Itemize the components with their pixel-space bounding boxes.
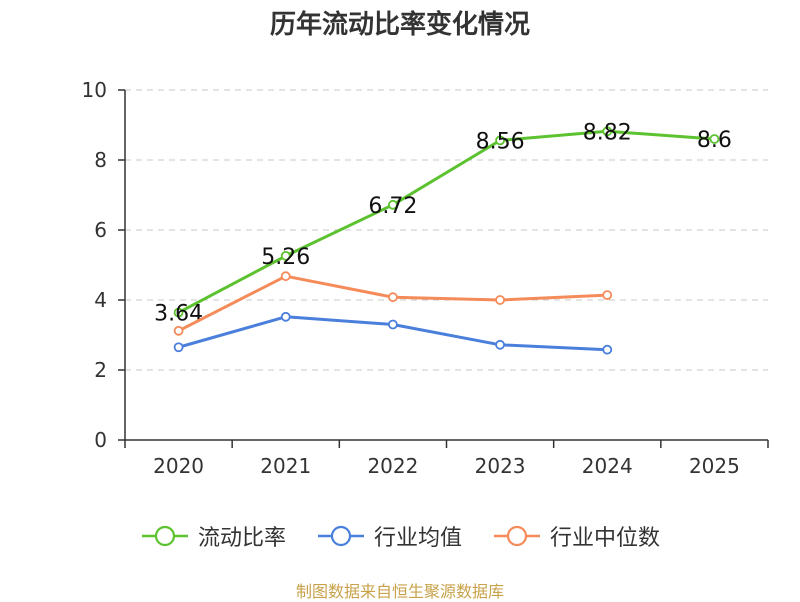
legend-item[interactable]: 流动比率 [140, 520, 286, 552]
data-point [173, 307, 184, 318]
data-point [602, 126, 613, 137]
data-point [173, 342, 184, 353]
data-point [495, 295, 505, 305]
y-tick-label: 6 [94, 218, 107, 242]
legend-marker-icon [317, 525, 364, 547]
legend-marker-icon [494, 525, 540, 547]
legend-item[interactable]: 行业中位数 [492, 520, 660, 552]
data-point [280, 311, 291, 322]
x-tick-label: 2024 [582, 454, 633, 478]
data-point [388, 319, 398, 330]
y-tick-label: 2 [94, 358, 107, 382]
data-point [495, 339, 505, 350]
x-tick-label: 2025 [689, 454, 740, 478]
x-tick-label: 2023 [475, 454, 526, 478]
y-tick-label: 8 [94, 148, 107, 172]
data-point [173, 325, 184, 336]
data-point [280, 271, 291, 282]
data-label: 8.82 [583, 120, 632, 145]
source-note: 制图数据来自恒生聚源数据库 [295, 582, 504, 601]
data-point [388, 292, 398, 303]
data-point [280, 250, 291, 261]
data-point [388, 199, 398, 210]
y-tick-label: 4 [94, 288, 107, 312]
x-tick-label: 2022 [367, 454, 418, 478]
y-tick-label: 0 [94, 428, 107, 452]
data-point [709, 134, 720, 144]
data-point [602, 290, 613, 301]
data-label: 8.56 [476, 129, 525, 154]
legend-label: 行业中位数 [550, 526, 661, 551]
series-line [177, 129, 716, 315]
data-label: 6.72 [368, 194, 417, 219]
data-point [602, 344, 613, 355]
data-label: 8.6 [697, 128, 732, 153]
legend-label: 流动比率 [197, 526, 286, 551]
x-tick-label: 2020 [153, 454, 204, 478]
legend-label: 行业均值 [373, 526, 462, 551]
legend: 流动比率 行业均值 行业中位数 [0, 520, 800, 552]
legend-item[interactable]: 行业均值 [316, 520, 462, 552]
data-label: 5.26 [261, 245, 310, 270]
data-point [495, 135, 505, 146]
x-tick-label: 2021 [260, 454, 311, 478]
y-tick-label: 10 [82, 78, 107, 102]
legend-marker-icon [141, 525, 188, 547]
chart-title: 历年流动比率变化情况 [269, 10, 530, 40]
